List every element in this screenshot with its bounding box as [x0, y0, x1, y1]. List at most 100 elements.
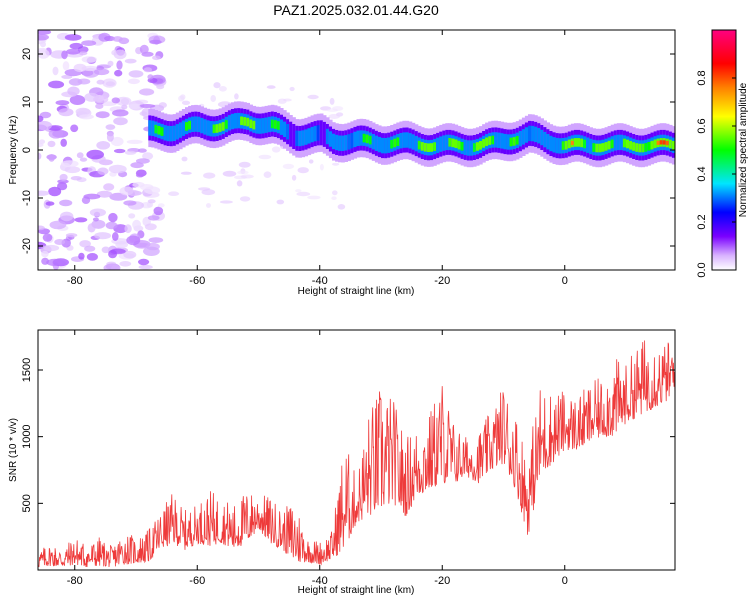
spectrogram-x-label: Height of straight line (km)	[298, 286, 415, 297]
spectrogram-noise-blob	[93, 68, 110, 76]
spectrogram-noise-blob	[210, 95, 216, 102]
spectrogram-ridge-cell	[671, 141, 675, 150]
spectrogram-noise-blob	[93, 95, 109, 104]
spectrogram-ridge-cell	[564, 140, 569, 150]
spectrogram-noise-blob	[137, 148, 147, 153]
spectrogram-ridge-cell	[399, 133, 404, 149]
spectrogram-noise-blob	[127, 78, 140, 85]
spectrogram-ridge-cell	[246, 117, 250, 127]
spectrogram-noise-blob	[38, 120, 52, 131]
spectrogram-ridge-cell	[570, 140, 575, 146]
spectrogram-ridge-cell	[169, 126, 174, 142]
spectrogram-ridge-cell	[497, 132, 502, 148]
spectrogram-ridge-cell	[635, 143, 639, 152]
spectrogram-noise-blob	[103, 183, 115, 191]
spectrogram-ridge-cell	[445, 134, 449, 151]
spectrogram-noise-blob	[147, 199, 156, 204]
spectrogram-ridge-cell	[157, 126, 162, 135]
spectrogram-noise-blob	[135, 173, 145, 178]
spectrogram-noise-blob	[128, 189, 139, 197]
spectrogram-ridge-cell	[276, 121, 281, 130]
spectrogram-ridge-cell	[595, 143, 600, 153]
spectrogram-ridge-cell	[203, 119, 208, 135]
spectrogram-ridge-cell	[353, 131, 358, 148]
spectrogram-noise-blob	[105, 221, 118, 230]
spectrogram-ridge-cell	[430, 143, 434, 152]
spectrogram-ridge-cell	[537, 128, 541, 144]
spectrogram-noise-blob	[48, 129, 64, 139]
spectrogram-noise-blob	[105, 124, 116, 130]
spectrogram-noise-blob	[128, 70, 144, 78]
spectrogram-ridge-cell	[650, 140, 655, 150]
spectrogram-ridge-cell	[423, 143, 428, 152]
spectrogram-y-label: Frequency (Hz)	[8, 116, 19, 185]
spectrogram-ridge-cell	[558, 138, 563, 154]
spectrogram-x-tick-label: -40	[312, 275, 328, 287]
snr-x-label: Height of straight line (km)	[298, 585, 415, 596]
spectrogram-ridge-cell	[426, 143, 431, 152]
spectrogram-ridge-cell	[469, 140, 474, 156]
spectrogram-noise-blob	[144, 186, 161, 195]
spectrogram-ridge-cell	[604, 142, 609, 151]
spectrogram-ridge-cell	[531, 125, 535, 142]
spectrogram-ridge-cell	[619, 134, 624, 151]
spectrogram-ridge-cell	[589, 138, 593, 155]
spectrogram-noise-blob	[295, 189, 302, 193]
spectrogram-ridge-cell	[638, 143, 642, 153]
spectrogram-ridge-cell	[335, 134, 339, 151]
spectrogram-noise-blob	[124, 58, 137, 64]
spectrogram-noise-blob	[59, 211, 74, 222]
colorbar-gradient	[711, 29, 737, 271]
spectrogram-ridge-cell	[466, 140, 471, 156]
spectrogram-noise-blob	[86, 253, 98, 261]
spectrogram-noise-blob	[38, 152, 42, 160]
spectrogram-ridge-cell	[592, 143, 596, 152]
colorbar-tick-label: 0.8	[696, 70, 708, 85]
spectrogram-noise-blob	[87, 223, 96, 233]
spectrogram-noise-blob	[139, 44, 149, 54]
spectrogram-x-tick-label: -20	[434, 275, 450, 287]
spectrogram-noise-blob	[84, 245, 96, 252]
spectrogram-noise-blob	[266, 85, 276, 89]
spectrogram-ridge-cell	[332, 133, 336, 150]
spectrogram-ridge-cell	[283, 121, 287, 137]
spectrogram-ridge-cell	[304, 129, 309, 145]
spectrogram-noise-blob	[107, 60, 114, 67]
spectrogram-noise-blob	[132, 219, 142, 230]
spectrogram-noise-blob	[135, 158, 150, 164]
spectrogram-noise-blob	[78, 114, 94, 120]
spectrogram-ridge-cell	[319, 120, 324, 146]
spectrogram-ridge-cell	[613, 135, 618, 151]
spectrogram-noise-blob	[78, 51, 88, 56]
spectrogram-noise-blob	[123, 250, 137, 259]
spectrogram-ridge-cell	[491, 135, 495, 145]
spectrogram-ridge-cell	[310, 126, 315, 143]
spectrogram-ridge-cell	[227, 115, 232, 131]
spectrogram-ridge-cell	[402, 132, 407, 148]
spectrogram-ridge-cell	[586, 137, 590, 153]
spectrogram-ridge-cell	[626, 139, 630, 149]
spectrogram-noise-blob	[49, 220, 67, 230]
spectrogram-noise-blob	[77, 78, 91, 85]
spectrogram-noise-blob	[138, 258, 150, 266]
spectrogram-ridge-cell	[598, 143, 603, 153]
spectrogram-noise-blob	[69, 42, 84, 50]
spectrogram-noise-blob	[48, 80, 65, 89]
spectrogram-noise-blob	[218, 86, 227, 92]
spectrogram-ridge-cell	[580, 138, 584, 148]
spectrogram-noise-blob	[113, 49, 127, 60]
spectrogram-ridge-cell	[181, 120, 186, 136]
spectrogram-ridge-cell	[405, 132, 410, 148]
spectrogram-noise-blob	[143, 246, 160, 256]
spectrogram-noise-blob	[237, 170, 249, 175]
spectrogram-noise-blob	[108, 249, 118, 259]
spectrogram-noise-blob	[331, 196, 337, 200]
spectrogram-ridge-cell	[301, 130, 306, 146]
colorbar: 0.0 0.2 0.4 0.6 0.8 Normalized spectral ampl…	[696, 29, 749, 278]
spectrogram-ridge-cell	[347, 134, 351, 150]
spectrogram-noise-blob	[81, 40, 97, 46]
spectrogram-ridge-cell	[644, 143, 649, 152]
spectrogram-noise-blob	[38, 47, 47, 53]
spectrogram-ridge-cell	[675, 134, 679, 159]
spectrogram-noise-blob	[181, 100, 191, 106]
